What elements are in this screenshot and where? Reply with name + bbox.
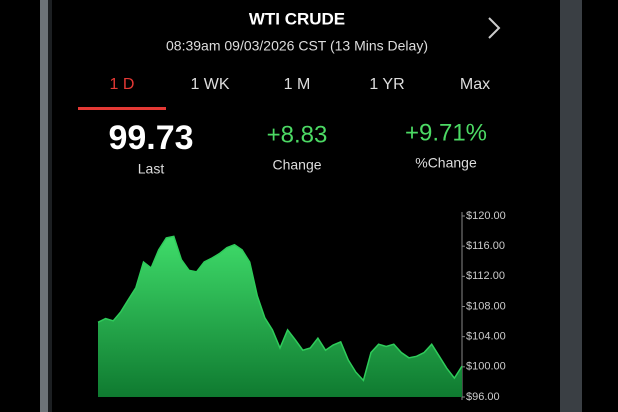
quote-value: +8.83 xyxy=(267,121,328,148)
subtitle: 08:39am 09/03/2026 CST (13 Mins Delay) xyxy=(166,38,428,54)
y-tick-label: $100.00 xyxy=(466,361,506,373)
title: WTI CRUDE xyxy=(249,9,345,28)
tab[interactable]: 1 M xyxy=(284,76,311,93)
y-tick-label: $116.00 xyxy=(466,240,505,252)
quote: 99.73 Last +8.83 Change +9.71% %Change xyxy=(108,119,487,177)
quote-label: %Change xyxy=(415,155,477,171)
y-tick-label: $112.00 xyxy=(466,270,505,282)
phone-frame xyxy=(40,0,48,412)
tab-underline xyxy=(78,107,166,110)
phone-bezel xyxy=(48,0,52,412)
tab[interactable]: 1 YR xyxy=(369,76,404,93)
quote-value: +9.71% xyxy=(405,119,487,146)
tab[interactable]: Max xyxy=(460,76,490,93)
tab[interactable]: 1 WK xyxy=(190,76,229,93)
phone-frame xyxy=(560,0,582,412)
y-tick-label: $104.00 xyxy=(466,331,506,343)
y-tick-label: $120.00 xyxy=(466,210,506,222)
area xyxy=(98,236,462,397)
next-button[interactable] xyxy=(488,17,501,39)
y-tick-label: $96.00 xyxy=(466,391,500,403)
tabs: 1 D 1 WK 1 M 1 YR Max xyxy=(110,76,491,93)
tab[interactable]: 1 D xyxy=(110,76,135,93)
quote-value: 99.73 xyxy=(108,119,193,157)
quote-label: Change xyxy=(272,157,321,173)
line xyxy=(97,235,463,382)
quote-label: Last xyxy=(138,161,165,177)
y-tick-label: $108.00 xyxy=(466,300,506,312)
